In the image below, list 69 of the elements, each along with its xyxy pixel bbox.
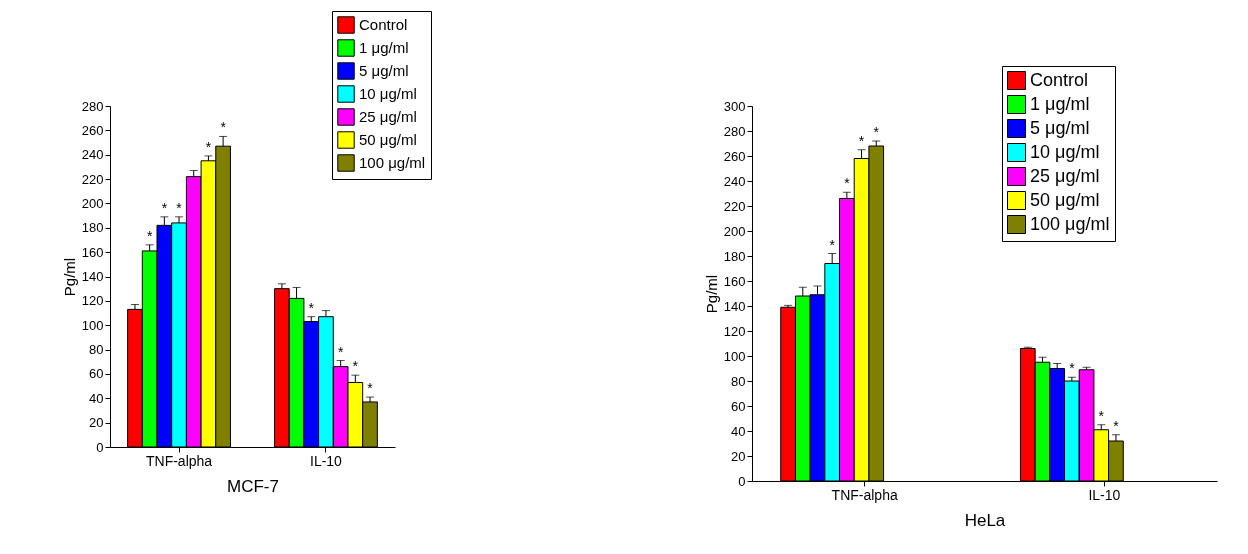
y-tick-label: 20 <box>731 448 746 464</box>
y-tick-label: 120 <box>81 293 104 309</box>
data-label: * <box>146 227 153 244</box>
y-tick-label: 240 <box>723 173 746 189</box>
y-tick-label: 40 <box>89 390 104 406</box>
y-axis-title: Pg/ml <box>702 274 720 314</box>
y-tick-label: 80 <box>731 373 746 389</box>
y-tick-label: 40 <box>731 423 746 439</box>
y-tick-label: 180 <box>723 248 746 264</box>
data-label: * <box>161 199 168 216</box>
y-tick-label: 80 <box>89 342 104 358</box>
legend-label: Control <box>1030 69 1089 90</box>
y-tick-label: 300 <box>723 98 746 114</box>
y-tick-label: 220 <box>81 171 104 187</box>
y-tick-label: 260 <box>81 122 104 138</box>
data-label: * <box>1113 417 1120 434</box>
y-tick-label: 120 <box>723 323 746 339</box>
data-label: * <box>308 299 315 316</box>
legend-label: 50 μg/ml <box>359 131 417 148</box>
x-axis-title: MCF-7 <box>227 476 279 496</box>
legend-label: 100 μg/ml <box>359 154 426 171</box>
legend-label: 1 μg/ml <box>1030 93 1090 114</box>
data-label: * <box>829 236 836 253</box>
x-tick-label: IL-10 <box>1088 486 1121 503</box>
y-tick-label: 140 <box>723 298 746 314</box>
y-tick-label: 160 <box>81 244 104 260</box>
legend-label: 100 μg/ml <box>1030 213 1110 234</box>
x-tick-label: IL-10 <box>309 452 343 469</box>
legend-label: 5 μg/ml <box>359 62 409 79</box>
data-label: * <box>220 119 227 136</box>
data-label: * <box>337 343 344 360</box>
y-tick-label: 180 <box>81 220 104 236</box>
y-tick-label: 200 <box>81 195 104 211</box>
data-label: * <box>873 124 880 140</box>
y-tick-label: 200 <box>723 223 746 239</box>
x-axis-title: HeLa <box>964 510 1006 530</box>
legend-label: Control <box>359 16 408 33</box>
legend-label: 25 μg/ml <box>359 108 417 125</box>
y-tick-label: 60 <box>89 366 104 382</box>
legend-label: 50 μg/ml <box>1030 189 1100 210</box>
y-axis-title: Pg/ml <box>60 257 78 297</box>
legend-label: 25 μg/ml <box>1030 165 1100 186</box>
data-label: * <box>1069 360 1076 377</box>
y-tick-label: 160 <box>723 273 746 289</box>
data-label: * <box>844 175 851 192</box>
legend-label: 1 μg/ml <box>359 39 409 56</box>
y-tick-label: 100 <box>723 348 746 364</box>
y-tick-label: 0 <box>96 439 104 455</box>
data-label: * <box>352 358 359 375</box>
legend-label: 5 μg/ml <box>1030 117 1090 138</box>
y-tick-label: 280 <box>81 98 104 114</box>
y-tick-label: 220 <box>723 198 746 214</box>
y-tick-label: 140 <box>81 269 104 284</box>
data-label: * <box>205 138 212 155</box>
y-tick-label: 0 <box>738 473 746 489</box>
data-label: * <box>1098 407 1105 424</box>
y-tick-label: 100 <box>81 317 104 333</box>
y-tick-label: 260 <box>723 148 746 164</box>
x-tick-label: TNF-alpha <box>145 452 213 469</box>
y-tick-label: 60 <box>731 398 746 414</box>
legend-label: 10 μg/ml <box>359 85 417 102</box>
x-tick-label: TNF-alpha <box>831 486 898 503</box>
legend-label: 10 μg/ml <box>1030 141 1100 162</box>
data-label: * <box>367 380 374 397</box>
data-label: * <box>176 199 183 216</box>
y-tick-label: 240 <box>81 147 104 163</box>
y-tick-label: 280 <box>723 123 746 139</box>
y-tick-label: 20 <box>89 415 104 431</box>
data-label: * <box>858 132 865 149</box>
